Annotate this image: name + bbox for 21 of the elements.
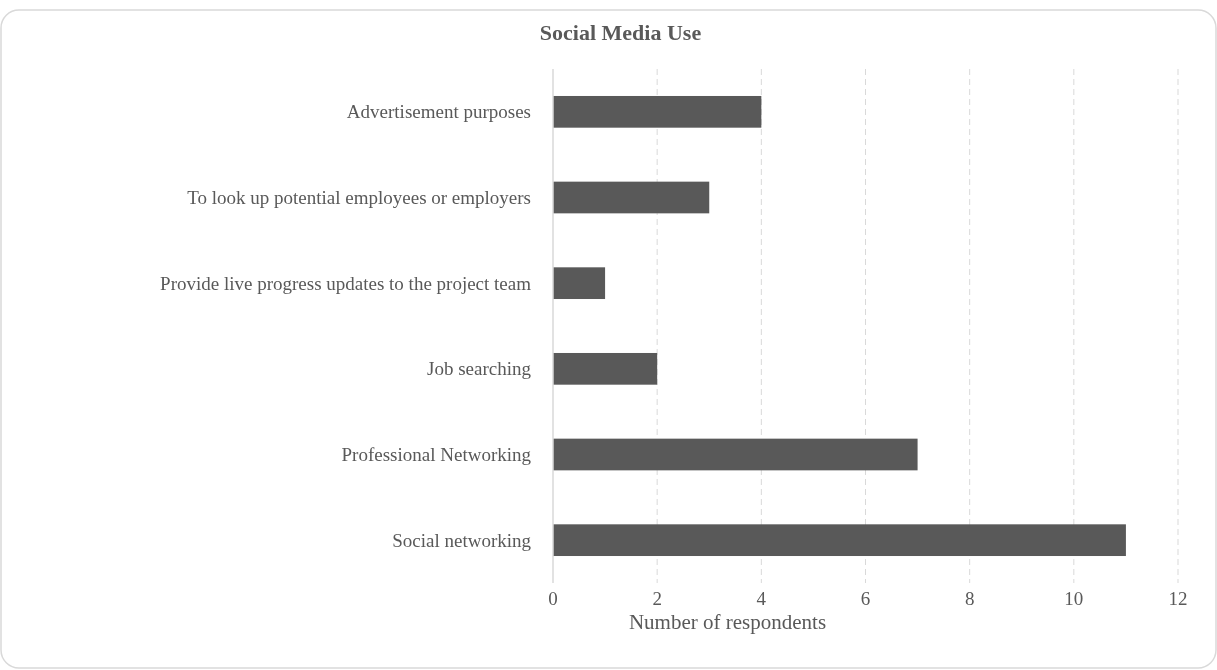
chart-title: Social Media Use bbox=[539, 20, 702, 45]
y-tick-label: Provide live progress updates to the project team bbox=[160, 272, 532, 294]
x-axis-title: Number of respondents bbox=[628, 610, 827, 634]
x-tick-label: 6 bbox=[860, 588, 871, 609]
bar bbox=[553, 352, 658, 385]
y-tick-label: Advertisement purposes bbox=[346, 101, 531, 123]
y-tick-label: Social networking bbox=[392, 529, 532, 551]
x-tick-label: 10 bbox=[1064, 588, 1084, 609]
bar bbox=[553, 95, 762, 128]
y-tick-label: Professional Networking bbox=[341, 444, 532, 466]
bar bbox=[553, 438, 918, 471]
bar bbox=[553, 181, 710, 214]
x-tick-label: 0 bbox=[548, 588, 558, 609]
x-tick-label: 4 bbox=[756, 588, 767, 609]
bar bbox=[553, 267, 606, 300]
y-tick-label: Job searching bbox=[427, 358, 532, 380]
x-tick-label: 2 bbox=[652, 588, 662, 609]
x-tick-label: 12 bbox=[1168, 588, 1188, 609]
x-tick-label: 8 bbox=[964, 588, 975, 609]
bar bbox=[553, 524, 1126, 557]
y-tick-label: To look up potential employees or employers bbox=[187, 187, 531, 209]
